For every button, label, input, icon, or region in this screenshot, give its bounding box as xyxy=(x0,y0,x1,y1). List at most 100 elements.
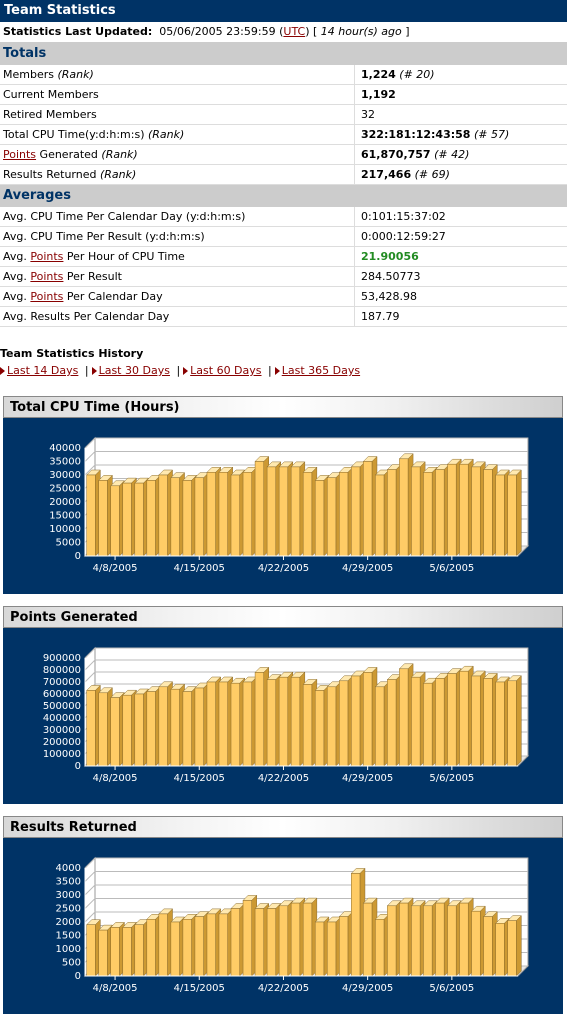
bar xyxy=(182,919,192,977)
bar xyxy=(206,681,216,767)
bar xyxy=(507,680,517,767)
bar xyxy=(375,686,385,767)
bar xyxy=(218,681,228,767)
bar xyxy=(387,469,397,557)
bar xyxy=(375,474,385,557)
y-tick-label: 40000 xyxy=(49,443,81,454)
bar-side xyxy=(516,675,522,767)
retired-members-value: 32 xyxy=(354,104,567,125)
bar xyxy=(194,687,204,767)
avg-points-day-value: 53,428.98 xyxy=(354,286,567,307)
table-row: Avg. Points Per Hour of CPU Time 21.9005… xyxy=(0,246,567,267)
last-60-days-link[interactable]: Last 60 Days xyxy=(190,364,262,377)
bar xyxy=(170,477,180,557)
y-tick-label: 200000 xyxy=(43,737,81,748)
bar xyxy=(146,480,156,557)
totals-heading: Totals xyxy=(0,43,567,65)
points-link[interactable]: Points xyxy=(30,270,64,283)
rank-label: (Rank) xyxy=(57,68,94,81)
bar xyxy=(435,678,445,767)
bar xyxy=(411,466,421,557)
y-tick-label: 300000 xyxy=(43,725,81,736)
bar-side xyxy=(516,469,522,557)
cpu-time-chart-svg: 0 5000 10000 15000 20000 25000 30000 35000 40000… xyxy=(49,436,530,574)
y-tick-label: 500 xyxy=(62,958,81,969)
bar xyxy=(399,458,409,557)
bar xyxy=(98,480,108,557)
y-tick-label: 4000 xyxy=(56,863,81,874)
table-row: Avg. CPU Time Per Calendar Day (y:d:h:m:… xyxy=(0,207,567,227)
gridline xyxy=(84,884,528,896)
last-365-days-link[interactable]: Last 365 Days xyxy=(281,364,361,377)
x-tick-label: 4/22/2005 xyxy=(258,773,309,784)
bar xyxy=(278,676,289,767)
current-members-value: 1,192 xyxy=(361,88,396,101)
bar xyxy=(218,913,228,977)
avg-prefix: Avg. xyxy=(3,290,31,303)
bar xyxy=(290,676,301,767)
bar xyxy=(278,905,289,977)
y-tick-label: 25000 xyxy=(49,484,81,495)
y-tick-label: 1000 xyxy=(56,944,81,955)
avg-cpu-day-value: 0:101:15:37:02 xyxy=(354,207,567,227)
table-row: Avg. Points Per Calendar Day 53,428.98 xyxy=(0,286,567,307)
bar xyxy=(194,916,204,977)
bar xyxy=(387,679,397,767)
bar xyxy=(495,681,505,767)
arrow-right-icon xyxy=(183,367,189,375)
bar xyxy=(339,916,349,977)
x-tick-label: 4/8/2005 xyxy=(93,773,138,784)
y-tick-label: 2500 xyxy=(56,904,81,915)
bar xyxy=(230,474,240,557)
averages-heading: Averages xyxy=(0,185,567,207)
results-returned-label: Results Returned xyxy=(3,168,97,181)
utc-link[interactable]: UTC xyxy=(283,25,306,38)
y-tick-label: 20000 xyxy=(49,497,81,508)
bar xyxy=(110,697,120,767)
bar xyxy=(363,461,373,557)
bar xyxy=(399,668,409,767)
avg-points-hour-label: Per Hour of CPU Time xyxy=(63,250,185,263)
bar xyxy=(363,672,373,767)
gridline xyxy=(84,857,528,869)
bar xyxy=(411,905,421,977)
points-link[interactable]: Points xyxy=(30,290,64,303)
points-link[interactable]: Points xyxy=(30,250,64,263)
y-tick-label: 500000 xyxy=(43,701,81,712)
bar xyxy=(290,466,301,557)
bar xyxy=(170,921,180,977)
y-tick-label: 3000 xyxy=(56,890,81,901)
points-link[interactable]: Points xyxy=(3,148,37,161)
members-value: 1,224 xyxy=(361,68,396,81)
x-tick-label: 4/22/2005 xyxy=(258,563,309,574)
points-chart-svg: 0100000200000300000400000500000600000700… xyxy=(43,646,530,784)
bar xyxy=(302,902,313,977)
bar xyxy=(375,919,385,977)
bar xyxy=(387,905,397,977)
rank-label: (Rank) xyxy=(101,148,138,161)
table-row: Results Returned (Rank) 217,466 (# 69) xyxy=(0,164,567,185)
bar xyxy=(507,920,517,977)
y-tick-label: 600000 xyxy=(43,689,81,700)
bar xyxy=(242,900,252,977)
y-tick-label: 800000 xyxy=(43,665,81,676)
last-30-days-link[interactable]: Last 30 Days xyxy=(98,364,170,377)
bar xyxy=(471,675,481,767)
bar xyxy=(326,477,337,557)
bar xyxy=(399,902,409,977)
ago-close: ] xyxy=(401,25,410,38)
bar xyxy=(495,923,505,977)
arrow-right-icon xyxy=(0,367,5,375)
results-chart-svg: 0 500 1000 1500 2000 2500 3000 3500 4000 4/8/2005… xyxy=(56,856,530,994)
averages-table: Avg. CPU Time Per Calendar Day (y:d:h:m:… xyxy=(0,207,567,327)
gridline xyxy=(84,871,528,882)
last-14-days-link[interactable]: Last 14 Days xyxy=(7,364,79,377)
x-tick-label: 4/29/2005 xyxy=(342,983,393,994)
avg-prefix: Avg. xyxy=(3,250,31,263)
results-chart: Results Returned 0 500 1000 1500 2000 2500 300… xyxy=(3,816,563,1014)
avg-cpu-day-label: Avg. CPU Time Per Calendar Day (y:d:h:m:… xyxy=(0,207,355,227)
avg-points-result-value: 284.50773 xyxy=(354,266,567,287)
x-tick-label: 5/6/2005 xyxy=(429,983,474,994)
bar xyxy=(230,908,240,977)
bar xyxy=(146,919,156,977)
